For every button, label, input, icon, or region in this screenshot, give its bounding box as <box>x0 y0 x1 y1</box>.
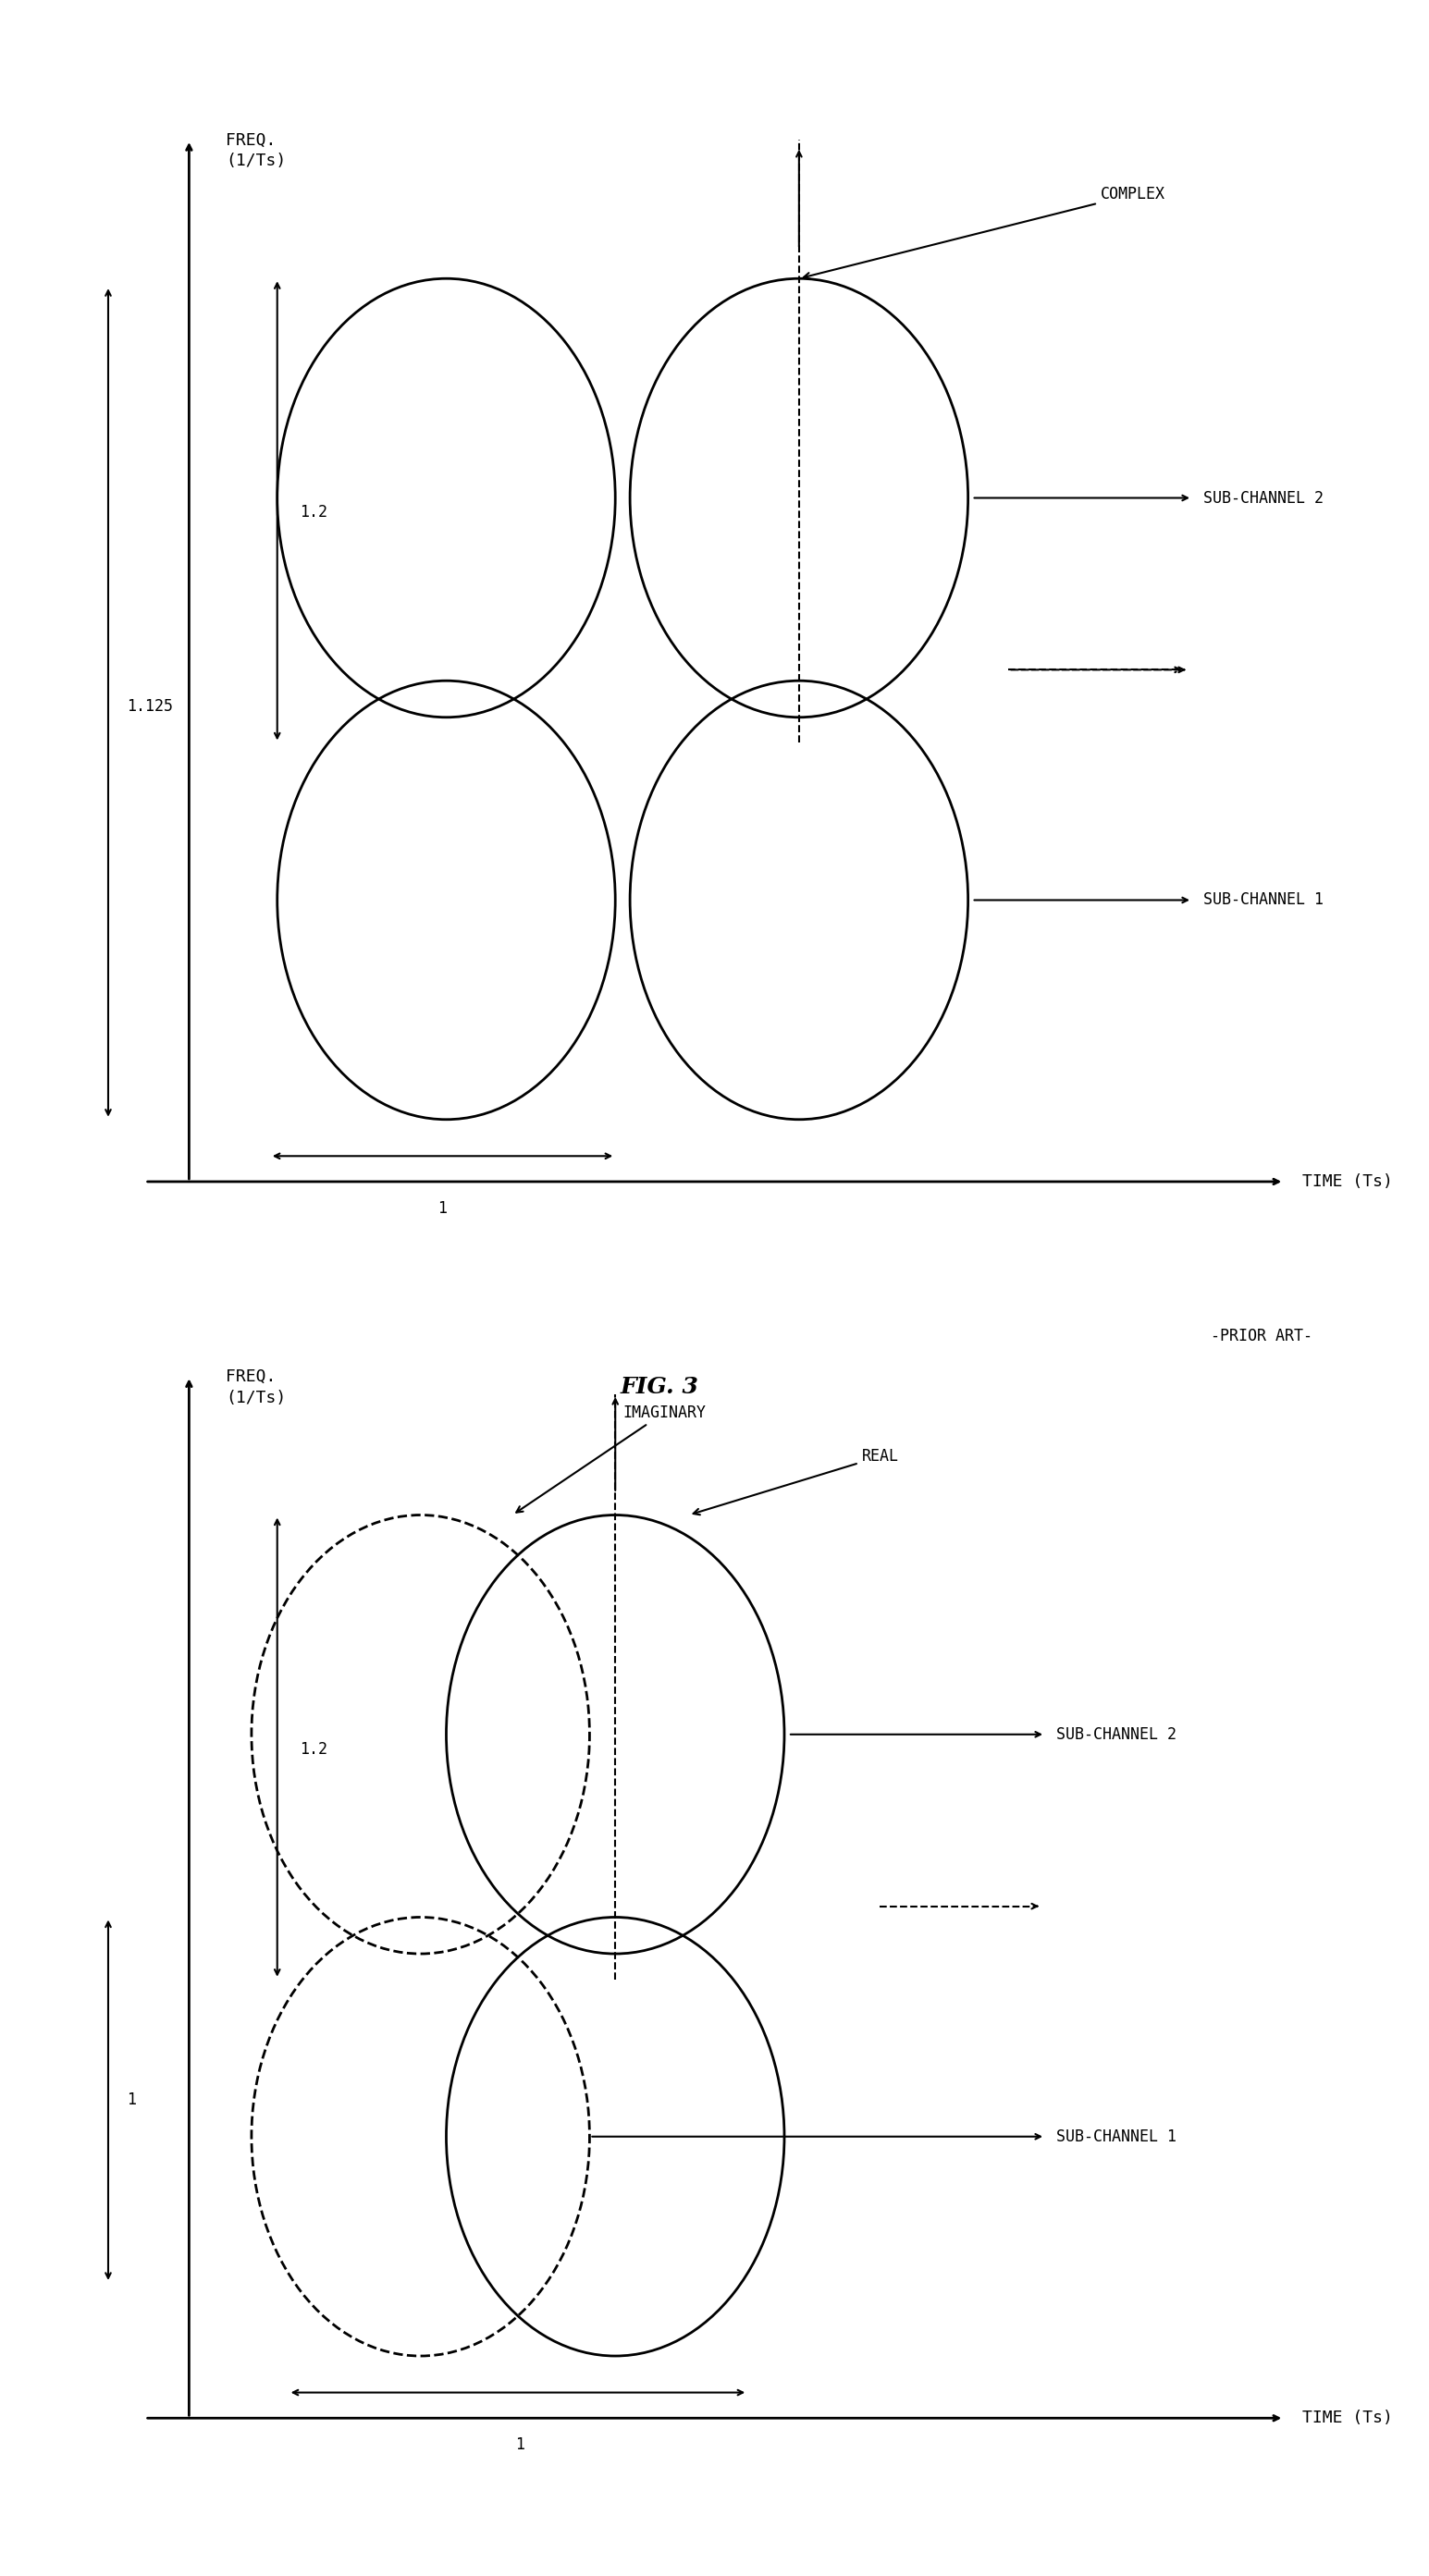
Text: -PRIOR ART-: -PRIOR ART- <box>1210 1327 1312 1345</box>
Text: REAL: REAL <box>693 1448 899 1515</box>
Text: 1.2: 1.2 <box>299 1741 327 1757</box>
Text: TIME (Ts): TIME (Ts) <box>1302 1172 1393 1190</box>
Text: 1: 1 <box>437 1200 447 1216</box>
Text: COMPLEX: COMPLEX <box>803 185 1165 278</box>
Text: SUB-CHANNEL 1: SUB-CHANNEL 1 <box>1056 2128 1176 2146</box>
Text: FIG. 3: FIG. 3 <box>620 1376 699 1399</box>
Text: SUB-CHANNEL 1: SUB-CHANNEL 1 <box>1203 891 1323 909</box>
Text: IMAGINARY: IMAGINARY <box>516 1404 706 1512</box>
Text: 1: 1 <box>127 2092 136 2107</box>
Text: SUB-CHANNEL 2: SUB-CHANNEL 2 <box>1203 489 1323 507</box>
Text: FREQ.
(1/Ts): FREQ. (1/Ts) <box>226 131 286 170</box>
Text: 1.125: 1.125 <box>127 698 173 714</box>
Text: FREQ.
(1/Ts): FREQ. (1/Ts) <box>226 1368 286 1406</box>
Text: 1.2: 1.2 <box>299 505 327 520</box>
Text: TIME (Ts): TIME (Ts) <box>1302 2409 1393 2427</box>
Text: SUB-CHANNEL 2: SUB-CHANNEL 2 <box>1056 1726 1176 1744</box>
Text: 1: 1 <box>514 2437 524 2452</box>
